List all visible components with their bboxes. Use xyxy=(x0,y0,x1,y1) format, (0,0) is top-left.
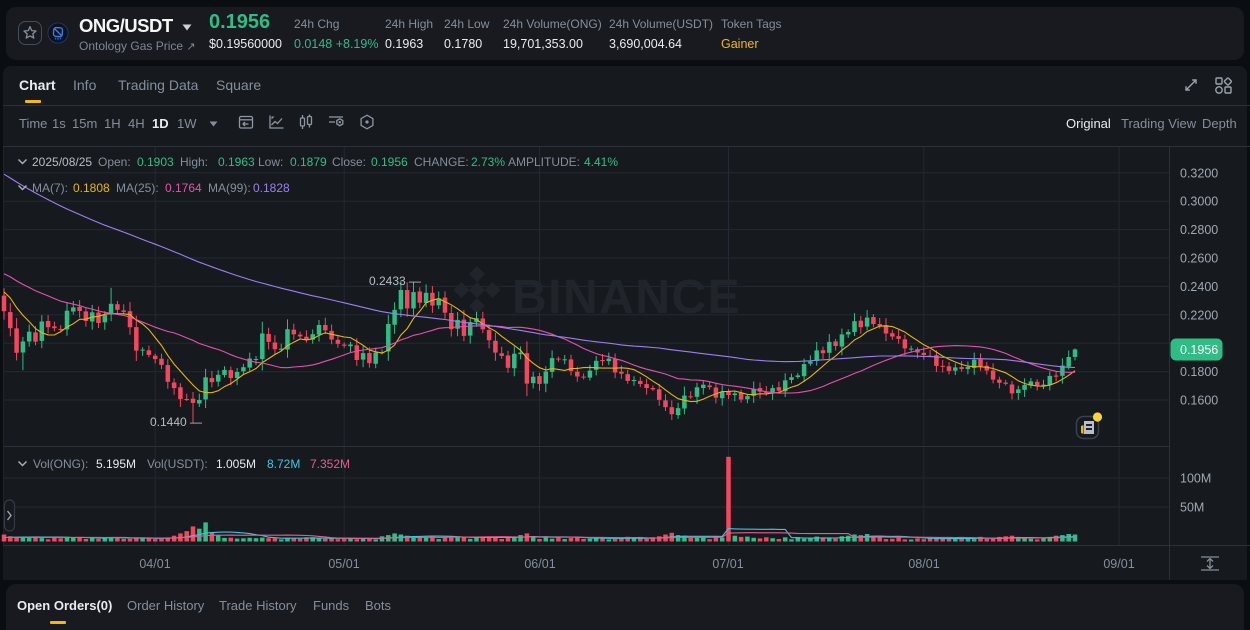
svg-text:0.2400: 0.2400 xyxy=(1180,280,1218,294)
svg-text:06/01: 06/01 xyxy=(524,557,555,571)
svg-text:0.1440 —: 0.1440 — xyxy=(150,415,202,429)
svg-text:100M: 100M xyxy=(1180,472,1211,486)
svg-text:0.1956: 0.1956 xyxy=(1180,343,1218,357)
svg-text:0.2800: 0.2800 xyxy=(1180,223,1218,237)
svg-text:0.3200: 0.3200 xyxy=(1180,166,1218,180)
svg-text:0.2200: 0.2200 xyxy=(1180,308,1218,322)
svg-text:07/01: 07/01 xyxy=(712,557,743,571)
svg-text:0.1600: 0.1600 xyxy=(1180,394,1218,408)
svg-text:0.2433 —: 0.2433 — xyxy=(369,274,421,288)
svg-text:0.1800: 0.1800 xyxy=(1180,365,1218,379)
svg-text:08/01: 08/01 xyxy=(908,557,939,571)
svg-text:BINANCE: BINANCE xyxy=(512,271,741,324)
svg-text:05/01: 05/01 xyxy=(328,557,359,571)
svg-text:04/01: 04/01 xyxy=(139,557,170,571)
svg-text:09/01: 09/01 xyxy=(1103,557,1134,571)
svg-text:0.3000: 0.3000 xyxy=(1180,195,1218,209)
svg-text:0.2600: 0.2600 xyxy=(1180,252,1218,266)
svg-text:50M: 50M xyxy=(1180,501,1204,515)
